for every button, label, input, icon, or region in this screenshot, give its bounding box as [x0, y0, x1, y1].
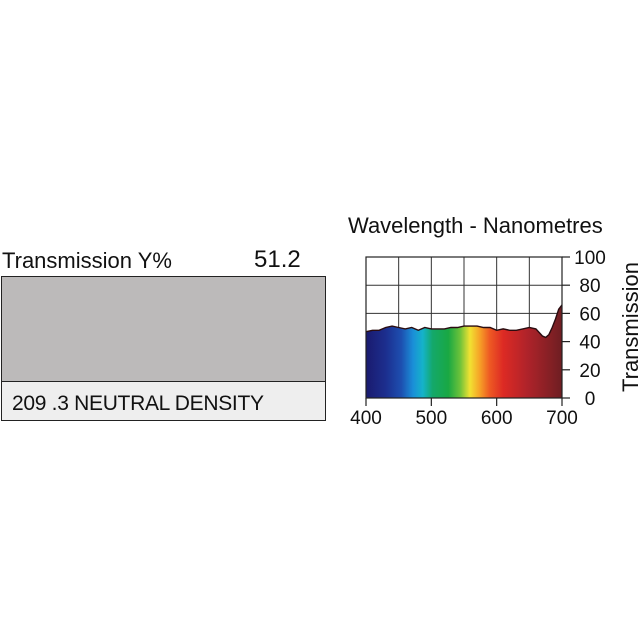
y-tick-label: 40 — [579, 333, 600, 354]
x-axis-ticks: 400 500 600 700 — [350, 398, 578, 429]
y-tick-label: 0 — [585, 389, 596, 410]
transmission-line — [365, 304, 563, 339]
chart-title: Wavelength - Nanometres — [348, 213, 603, 238]
x-tick-label: 500 — [415, 408, 447, 429]
filter-name: 209 .3 NEUTRAL DENSITY — [12, 392, 264, 415]
x-tick-label: 400 — [350, 408, 382, 429]
x-tick-label: 600 — [481, 408, 513, 429]
filter-swatch-card: 209 .3 NEUTRAL DENSITY — [1, 276, 326, 421]
y-axis-label: Transmission — [618, 262, 640, 392]
x-tick-label: 700 — [546, 408, 578, 429]
y-tick-label: 100 — [574, 248, 606, 269]
transmission-label: Transmission Y% — [2, 248, 172, 273]
y-tick-label: 20 — [579, 361, 600, 382]
transmission-value: 51.2 — [254, 246, 301, 273]
transmission-chart: Wavelength - Nanometres 0 20 40 60 80 100 400… — [348, 213, 640, 429]
transmission-area — [366, 304, 562, 398]
y-tick-label: 60 — [579, 304, 600, 325]
y-tick-label: 80 — [579, 276, 600, 297]
y-axis-ticks: 0 20 40 60 80 100 — [562, 248, 606, 410]
filter-color-swatch — [2, 277, 325, 382]
plot-frame — [365, 256, 563, 399]
